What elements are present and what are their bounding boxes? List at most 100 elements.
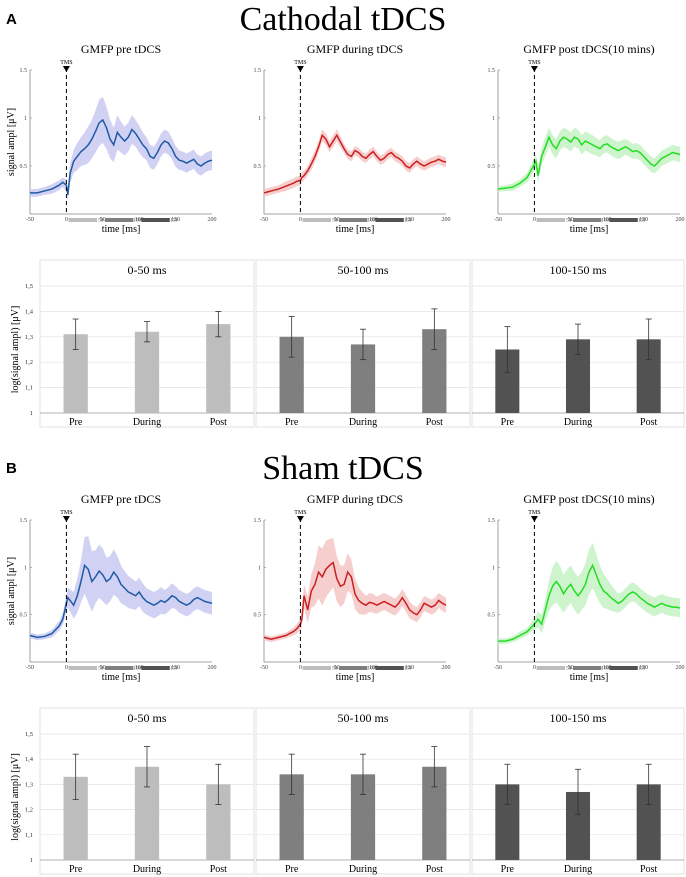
x-tick-label: -50: [26, 665, 34, 671]
x-tick-label: 150: [639, 665, 648, 671]
tms-marker-arrow: [530, 516, 538, 522]
y-tick-label: 1: [492, 116, 495, 122]
x-tick-label: -50: [494, 665, 502, 671]
y-tick-label: 1.5: [254, 518, 262, 524]
tms-marker-label: TMS: [528, 60, 540, 66]
x-axis-label: time [ms]: [570, 672, 609, 683]
time-window-swatch: [302, 666, 331, 670]
y-tick-label: 1: [24, 565, 27, 571]
time-window-swatch: [104, 218, 134, 222]
chart-title: GMFP during tDCS: [307, 492, 403, 506]
y-tick-label: 0.5: [488, 613, 496, 619]
x-tick-label: 50: [334, 217, 340, 223]
y-axis-label: signal ampl [μV]: [6, 557, 17, 625]
x-tick-label: 200: [442, 217, 451, 223]
time-window-label: 50: [332, 667, 338, 672]
time-window-label: 100: [601, 219, 609, 224]
tms-marker-arrow: [296, 66, 304, 72]
y-tick-label: 1.5: [488, 518, 496, 524]
x-tick-label: 100: [369, 217, 378, 223]
category-label: Post: [640, 417, 657, 428]
gmfp-series-line: [263, 561, 447, 641]
category-label: Pre: [285, 417, 299, 428]
y-tick-label: 1: [30, 410, 33, 417]
y-tick-label: 1,2: [25, 807, 33, 814]
bar-chart-A-bar-50-100: 50-100 ms Pre During Post: [255, 259, 471, 428]
x-axis-label: time [ms]: [102, 672, 141, 683]
x-tick-label: 150: [405, 665, 414, 671]
section-b-title: Sham tDCS: [262, 450, 424, 487]
category-label: Pre: [69, 864, 83, 875]
x-tick-label: 100: [369, 665, 378, 671]
y-tick-label: 0.5: [20, 613, 28, 619]
time-window-label: 150: [170, 219, 178, 224]
time-window-swatch: [375, 666, 404, 670]
tms-marker-arrow: [62, 66, 70, 72]
x-tick-label: 100: [603, 665, 612, 671]
x-tick-label: 200: [208, 665, 217, 671]
x-tick-label: 50: [334, 665, 340, 671]
gmfp-series-line: [29, 563, 213, 639]
chart-frame: [255, 259, 471, 428]
chart-title: 0-50 ms: [128, 263, 167, 277]
x-tick-label: -50: [494, 217, 502, 223]
gmfp-chart-A-post: GMFP post tDCS(10 mins) 0.5 1 1.5 -50 0 50 100 1…: [488, 42, 685, 235]
gmfp-chart-B-during: GMFP during tDCS 0.5 1 1.5 -50 0 50 100 150 200 TM…: [254, 492, 451, 683]
confidence-band: [30, 536, 212, 641]
bar-chart-B-bar-100-150: 100-150 ms Pre During Post: [471, 707, 685, 875]
y-axis-label: signal ampl [μV]: [6, 108, 17, 176]
panel-a-label: A: [6, 11, 17, 28]
y-tick-label: 1,2: [25, 359, 33, 366]
x-tick-label: 0: [533, 665, 536, 671]
time-window-label: 100: [367, 219, 375, 224]
time-window-label: 50: [566, 219, 572, 224]
time-window-swatch: [338, 218, 368, 222]
x-tick-label: 0: [299, 665, 302, 671]
time-window-swatch: [536, 666, 565, 670]
y-axis-label: log(signal ampl) [μV]: [10, 306, 21, 394]
chart-frame: [39, 707, 255, 875]
y-tick-label: 1: [492, 565, 495, 571]
confidence-band: [264, 537, 446, 643]
x-tick-label: 0: [533, 217, 536, 223]
time-window-swatch: [609, 666, 638, 670]
time-window-label: 50: [332, 219, 338, 224]
y-tick-label: 1: [258, 116, 261, 122]
y-tick-label: 1,5: [25, 283, 33, 290]
x-axis-label: time [ms]: [570, 224, 609, 235]
y-tick-label: 1,1: [25, 832, 33, 839]
bar-post: [206, 324, 231, 413]
chart-title: 50-100 ms: [338, 263, 389, 277]
category-label: Pre: [285, 864, 299, 875]
y-tick-label: 1,3: [25, 781, 33, 788]
gmfp-series-line: [497, 135, 681, 190]
x-tick-label: 200: [442, 665, 451, 671]
confidence-band: [264, 129, 446, 197]
chart-title: GMFP during tDCS: [307, 42, 403, 56]
time-window-swatch: [141, 666, 170, 670]
y-tick-label: 1.5: [20, 68, 28, 74]
x-tick-label: 0: [299, 217, 302, 223]
gmfp-series-line: [263, 133, 447, 194]
x-tick-label: 150: [405, 217, 414, 223]
x-tick-label: 50: [100, 665, 106, 671]
time-window-swatch: [375, 218, 404, 222]
chart-frame: [471, 259, 685, 428]
x-tick-label: 200: [676, 217, 685, 223]
category-label: During: [349, 864, 377, 875]
time-window-label: 150: [170, 667, 178, 672]
tms-marker-arrow: [530, 66, 538, 72]
chart-frame: [255, 707, 471, 875]
chart-title: GMFP post tDCS(10 mins): [523, 42, 654, 56]
time-window-label: 150: [404, 219, 412, 224]
x-tick-label: 100: [603, 217, 612, 223]
y-tick-label: 1.5: [488, 68, 496, 74]
x-tick-label: 0: [65, 665, 68, 671]
category-label: Post: [640, 864, 657, 875]
tms-marker-label: TMS: [294, 510, 306, 516]
gmfp-series-line: [30, 118, 213, 195]
section-a-title: Cathodal tDCS: [240, 1, 447, 38]
